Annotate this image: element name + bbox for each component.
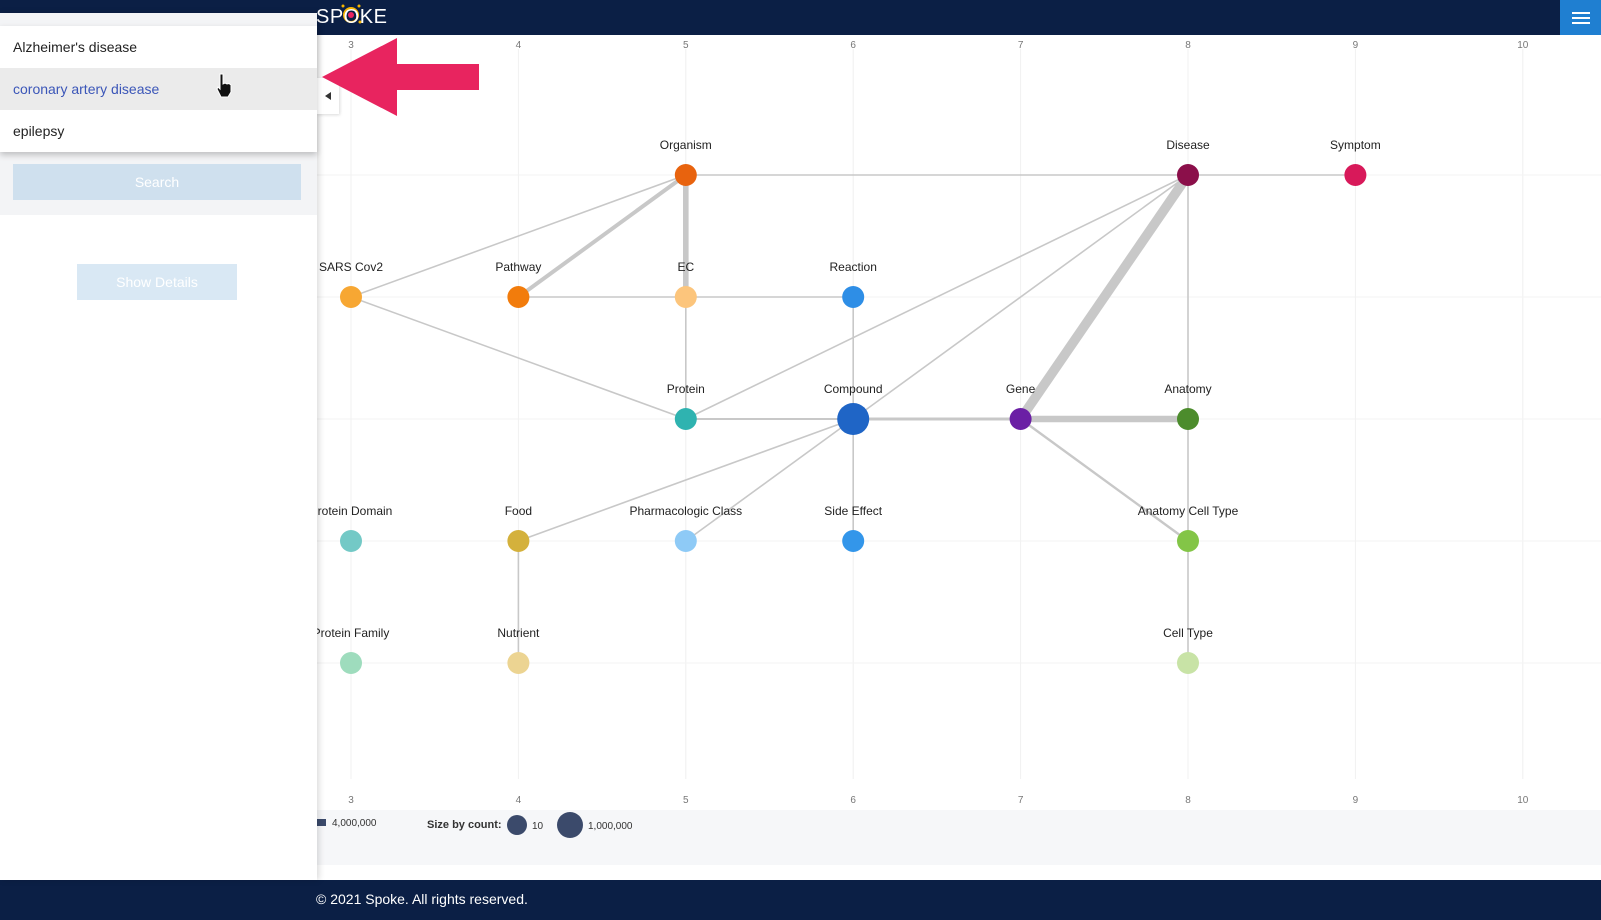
node-food[interactable] [507, 530, 530, 552]
node-label-food: Food [505, 504, 532, 518]
node-anatomy[interactable] [1177, 408, 1199, 430]
x-tick-bottom: 8 [1185, 795, 1191, 806]
node-label-sars-cov2: SARS Cov2 [319, 260, 383, 274]
node-label-cell-type: Cell Type [1163, 626, 1213, 640]
node-cell-type[interactable] [1177, 652, 1199, 674]
node-pharmacologic-class[interactable] [674, 530, 697, 552]
chevron-left-icon [325, 92, 331, 100]
legend: 4,000,000 Size by count: 10 1,000,000 [316, 812, 633, 838]
node-label-pathway: Pathway [495, 260, 541, 274]
x-tick-top: 4 [516, 40, 522, 51]
edge-count-label: 4,000,000 [332, 818, 377, 829]
node-label-pharmacologic-class: Pharmacologic Class [629, 504, 742, 518]
sidebar: Search Show Details Alzheimer's disease … [0, 13, 317, 880]
node-anatomy-cell-type[interactable] [1177, 530, 1199, 552]
node-label-nutrient: Nutrient [497, 626, 540, 640]
footer: © 2021 Spoke. All rights reserved. [0, 880, 1601, 920]
collapse-sidebar-button[interactable] [317, 78, 339, 114]
node-side-effect[interactable] [842, 530, 865, 552]
node-disease[interactable] [1177, 164, 1199, 186]
node-organism[interactable] [674, 164, 697, 186]
node-protein-family[interactable] [340, 652, 362, 674]
edge-compound-food[interactable] [518, 418, 854, 542]
x-tick-top: 9 [1353, 40, 1359, 51]
autocomplete-dropdown: Alzheimer's disease coronary artery dise… [0, 26, 317, 152]
node-nutrient[interactable] [507, 652, 530, 674]
node-label-side-effect: Side Effect [824, 504, 882, 518]
x-tick-bottom: 5 [683, 795, 689, 806]
metagraph-area: 3 3 4 4 5 5 6 6 7 7 8 8 9 9 10 10 Organism Disease Symptom… [310, 35, 1601, 810]
node-label-gene: Gene [1006, 382, 1036, 396]
x-tick-bottom: 6 [850, 795, 856, 806]
node-reaction[interactable] [842, 286, 865, 308]
x-tick-top: 8 [1185, 40, 1191, 51]
x-tick-bottom: 3 [348, 795, 354, 806]
node-label-protein: Protein [667, 382, 705, 396]
spoke-logo[interactable] [316, 2, 386, 32]
edge-organism-sars-cov2[interactable] [350, 174, 687, 298]
node-compound[interactable] [837, 403, 870, 435]
node-label-anatomy: Anatomy [1164, 382, 1211, 396]
edge-gene-anatomy-cell-type[interactable] [1019, 418, 1189, 542]
edge-compound-pharmacologic-class[interactable] [685, 418, 854, 542]
size-legend-title: Size by count: [427, 819, 502, 831]
node-gene[interactable] [1009, 408, 1032, 430]
node-label-protein-family: Protein Family [316, 626, 389, 640]
edge-gene-disease[interactable] [1016, 172, 1192, 422]
x-tick-top: 5 [683, 40, 689, 51]
metagraph-chart: 3 3 4 4 5 5 6 6 7 7 8 8 9 9 10 10 Organism Disease Symptom… [310, 40, 1601, 806]
size-large-label: 1,000,000 [588, 821, 633, 832]
node-label-protein-domain: Protein Domain [316, 504, 392, 518]
x-tick-top: 10 [1517, 40, 1529, 51]
node-label-reaction: Reaction [830, 260, 877, 274]
x-tick-bottom: 4 [516, 795, 522, 806]
node-label-anatomy-cell-type: Anatomy Cell Type [1138, 504, 1239, 518]
node-label-symptom: Symptom [1330, 138, 1381, 152]
x-tick-bottom: 10 [1517, 795, 1529, 806]
node-sars-cov2[interactable] [340, 286, 362, 308]
edge-organism-pathway[interactable] [517, 173, 687, 299]
x-tick-top: 3 [348, 40, 354, 51]
node-symptom[interactable] [1344, 164, 1367, 186]
size-large-marker [557, 812, 583, 838]
node-label-disease: Disease [1166, 138, 1210, 152]
logo-text: SPOKE [316, 6, 388, 28]
legend-bar: 4,000,000 Size by count: 10 1,000,000 [316, 810, 1601, 865]
search-button[interactable]: Search [13, 164, 301, 200]
edge-sars-cov2-protein[interactable] [350, 296, 687, 420]
node-label-compound: Compound [824, 382, 883, 396]
edge-protein-disease[interactable] [685, 174, 1189, 420]
x-tick-bottom: 9 [1353, 795, 1359, 806]
dropdown-option-epilepsy[interactable]: epilepsy [13, 123, 65, 139]
node-pathway[interactable] [507, 286, 530, 308]
copyright-text: © 2021 Spoke. All rights reserved. [316, 891, 528, 907]
show-details-button[interactable]: Show Details [77, 264, 237, 300]
hamburger-menu-button[interactable] [1560, 0, 1601, 35]
x-tick-top: 6 [850, 40, 856, 51]
dropdown-option-alzheimers[interactable]: Alzheimer's disease [13, 39, 138, 55]
x-tick-bottom: 7 [1018, 795, 1024, 806]
node-label-ec: EC [677, 260, 694, 274]
x-tick-top: 7 [1018, 40, 1024, 51]
node-label-organism: Organism [660, 138, 712, 152]
size-small-marker [507, 815, 527, 835]
node-ec[interactable] [674, 286, 697, 308]
size-small-label: 10 [532, 821, 544, 832]
hamburger-icon [1571, 11, 1590, 24]
edge-compound-disease[interactable] [852, 174, 1189, 420]
edge-weight-swatch [316, 819, 326, 826]
dropdown-option-coronary-artery-disease[interactable]: coronary artery disease [0, 68, 317, 110]
node-protein[interactable] [674, 408, 697, 430]
node-protein-domain[interactable] [340, 530, 362, 552]
